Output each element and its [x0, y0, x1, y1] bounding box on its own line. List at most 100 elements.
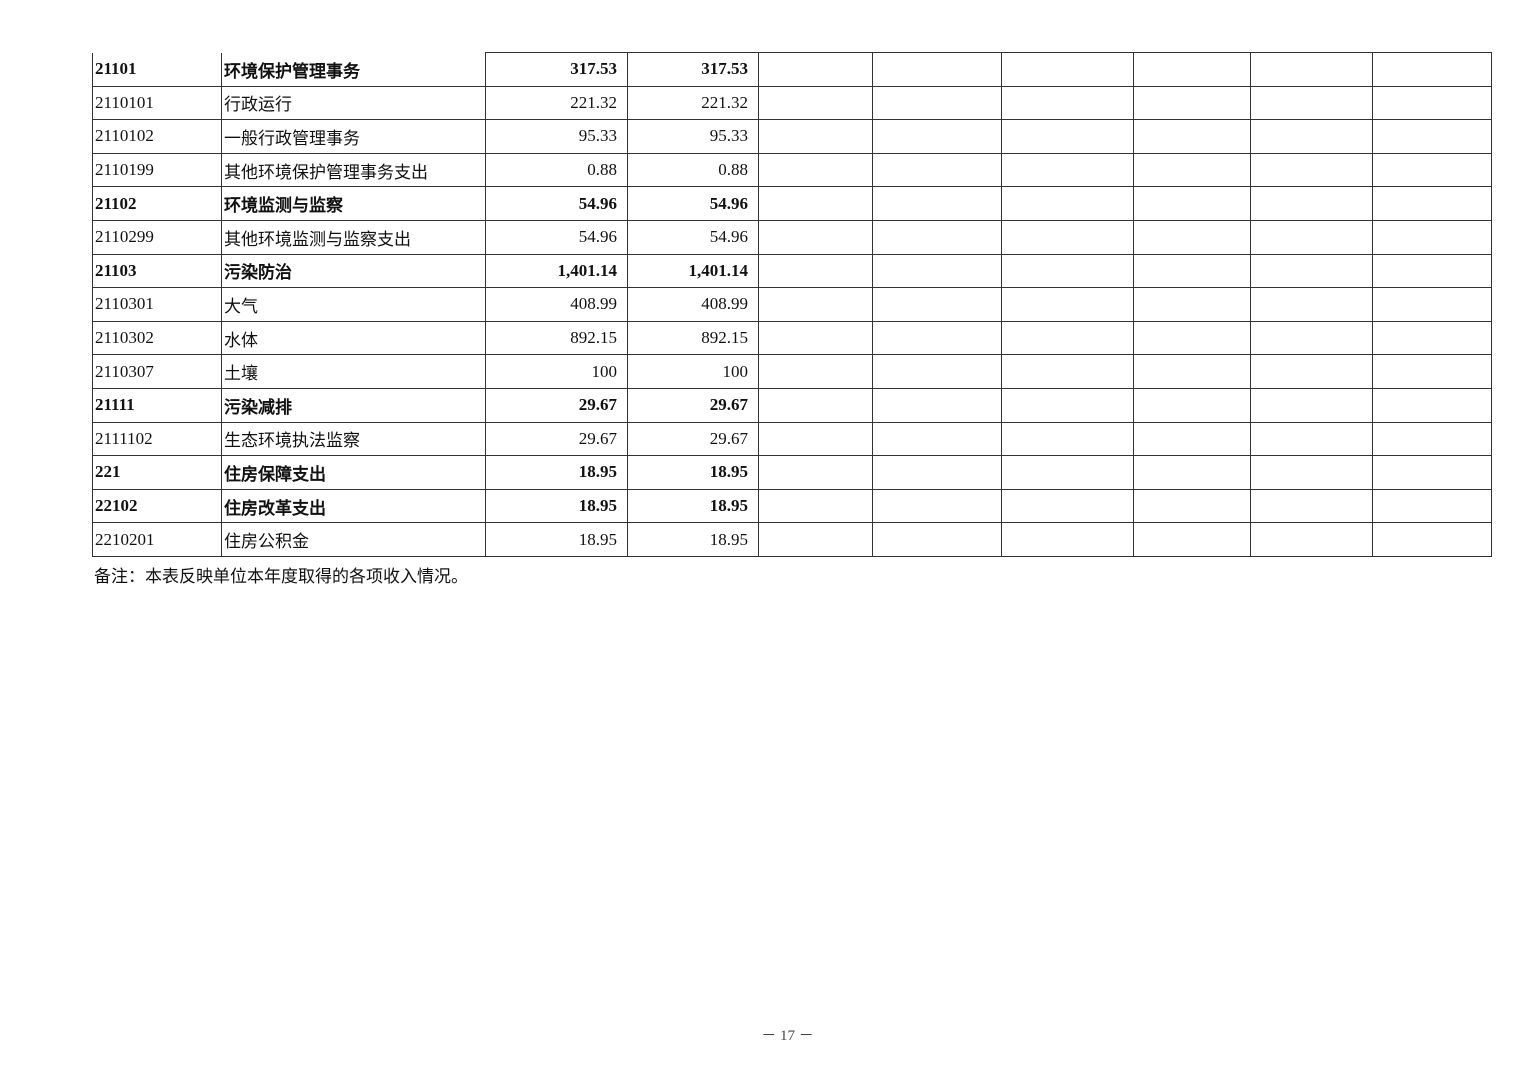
- income-table: 21101 环境保护管理事务 317.53 317.53 2110101 行政运行 221.…: [92, 52, 1492, 557]
- cell-empty: [1372, 320, 1492, 356]
- table-row: 21101 环境保护管理事务 317.53 317.53: [92, 52, 1492, 87]
- cell-empty: [1001, 488, 1134, 524]
- cell-empty: [1001, 52, 1134, 87]
- cell-empty: [872, 253, 1002, 289]
- cell-empty: [1372, 455, 1492, 490]
- cell-empty: [758, 354, 873, 389]
- cell-code: 2111102: [92, 421, 222, 457]
- cell-empty: [1372, 119, 1492, 154]
- cell-empty: [1133, 421, 1251, 457]
- cell-empty: [872, 186, 1002, 221]
- cell-value-2: 408.99: [627, 287, 759, 322]
- cell-value-1: 100: [485, 354, 628, 389]
- cell-empty: [1001, 387, 1134, 423]
- cell-empty: [1133, 85, 1251, 121]
- cell-value-2: 29.67: [627, 387, 759, 423]
- cell-empty: [1372, 152, 1492, 188]
- cell-empty: [1250, 421, 1373, 457]
- cell-empty: [1372, 387, 1492, 423]
- cell-empty: [1250, 320, 1373, 356]
- cell-empty: [758, 85, 873, 121]
- cell-empty: [1133, 387, 1251, 423]
- cell-name: 住房改革支出: [221, 488, 486, 524]
- cell-name: 其他环境监测与监察支出: [221, 219, 486, 255]
- cell-code: 2110199: [92, 152, 222, 188]
- cell-code: 2110101: [92, 85, 222, 121]
- cell-empty: [1250, 152, 1373, 188]
- cell-name: 行政运行: [221, 85, 486, 121]
- cell-value-1: 0.88: [485, 152, 628, 188]
- table-row: 22102 住房改革支出 18.95 18.95: [92, 488, 1492, 524]
- cell-empty: [1133, 52, 1251, 87]
- cell-empty: [1250, 455, 1373, 490]
- cell-value-2: 54.96: [627, 219, 759, 255]
- table-row: 21111 污染减排 29.67 29.67: [92, 387, 1492, 423]
- cell-empty: [758, 488, 873, 524]
- table-row: 2210201 住房公积金 18.95 18.95: [92, 522, 1492, 557]
- cell-value-1: 18.95: [485, 455, 628, 490]
- cell-empty: [872, 488, 1002, 524]
- cell-empty: [1372, 354, 1492, 389]
- cell-value-1: 18.95: [485, 522, 628, 557]
- cell-empty: [1001, 85, 1134, 121]
- table-row: 2110299 其他环境监测与监察支出 54.96 54.96: [92, 219, 1492, 255]
- cell-empty: [758, 52, 873, 87]
- cell-name: 污染防治: [221, 253, 486, 289]
- table-row: 2111102 生态环境执法监察 29.67 29.67: [92, 421, 1492, 457]
- cell-empty: [1372, 85, 1492, 121]
- cell-empty: [758, 119, 873, 154]
- cell-code: 22102: [92, 488, 222, 524]
- cell-code: 2110302: [92, 320, 222, 356]
- cell-empty: [1133, 152, 1251, 188]
- cell-empty: [1372, 253, 1492, 289]
- cell-name: 生态环境执法监察: [221, 421, 486, 457]
- cell-empty: [1250, 219, 1373, 255]
- cell-code: 21102: [92, 186, 222, 221]
- cell-value-1: 95.33: [485, 119, 628, 154]
- cell-value-1: 317.53: [485, 52, 628, 87]
- table-row: 21102 环境监测与监察 54.96 54.96: [92, 186, 1492, 221]
- cell-empty: [1001, 219, 1134, 255]
- cell-empty: [1001, 119, 1134, 154]
- cell-empty: [1133, 354, 1251, 389]
- cell-code: 21111: [92, 387, 222, 423]
- cell-empty: [1372, 488, 1492, 524]
- cell-empty: [872, 85, 1002, 121]
- cell-name: 土壤: [221, 354, 486, 389]
- cell-empty: [758, 387, 873, 423]
- cell-empty: [758, 219, 873, 255]
- cell-value-2: 95.33: [627, 119, 759, 154]
- cell-value-2: 0.88: [627, 152, 759, 188]
- table-row: 2110302 水体 892.15 892.15: [92, 320, 1492, 356]
- cell-empty: [1250, 522, 1373, 557]
- cell-code: 2110102: [92, 119, 222, 154]
- cell-empty: [1372, 186, 1492, 221]
- cell-empty: [1250, 354, 1373, 389]
- table-row: 2110102 一般行政管理事务 95.33 95.33: [92, 119, 1492, 154]
- cell-empty: [872, 522, 1002, 557]
- cell-empty: [1250, 488, 1373, 524]
- cell-empty: [1250, 85, 1373, 121]
- cell-name: 其他环境保护管理事务支出: [221, 152, 486, 188]
- cell-value-1: 29.67: [485, 421, 628, 457]
- cell-value-1: 892.15: [485, 320, 628, 356]
- cell-empty: [1001, 186, 1134, 221]
- cell-value-2: 18.95: [627, 488, 759, 524]
- cell-name: 一般行政管理事务: [221, 119, 486, 154]
- cell-name: 环境保护管理事务: [221, 52, 486, 87]
- cell-empty: [1001, 320, 1134, 356]
- cell-empty: [1372, 421, 1492, 457]
- cell-value-1: 54.96: [485, 186, 628, 221]
- cell-empty: [1133, 119, 1251, 154]
- cell-empty: [758, 287, 873, 322]
- cell-empty: [872, 455, 1002, 490]
- cell-name: 住房保障支出: [221, 455, 486, 490]
- cell-name: 水体: [221, 320, 486, 356]
- cell-empty: [872, 287, 1002, 322]
- cell-value-2: 29.67: [627, 421, 759, 457]
- cell-name: 住房公积金: [221, 522, 486, 557]
- cell-empty: [758, 522, 873, 557]
- cell-empty: [758, 455, 873, 490]
- cell-name: 大气: [221, 287, 486, 322]
- cell-value-2: 18.95: [627, 455, 759, 490]
